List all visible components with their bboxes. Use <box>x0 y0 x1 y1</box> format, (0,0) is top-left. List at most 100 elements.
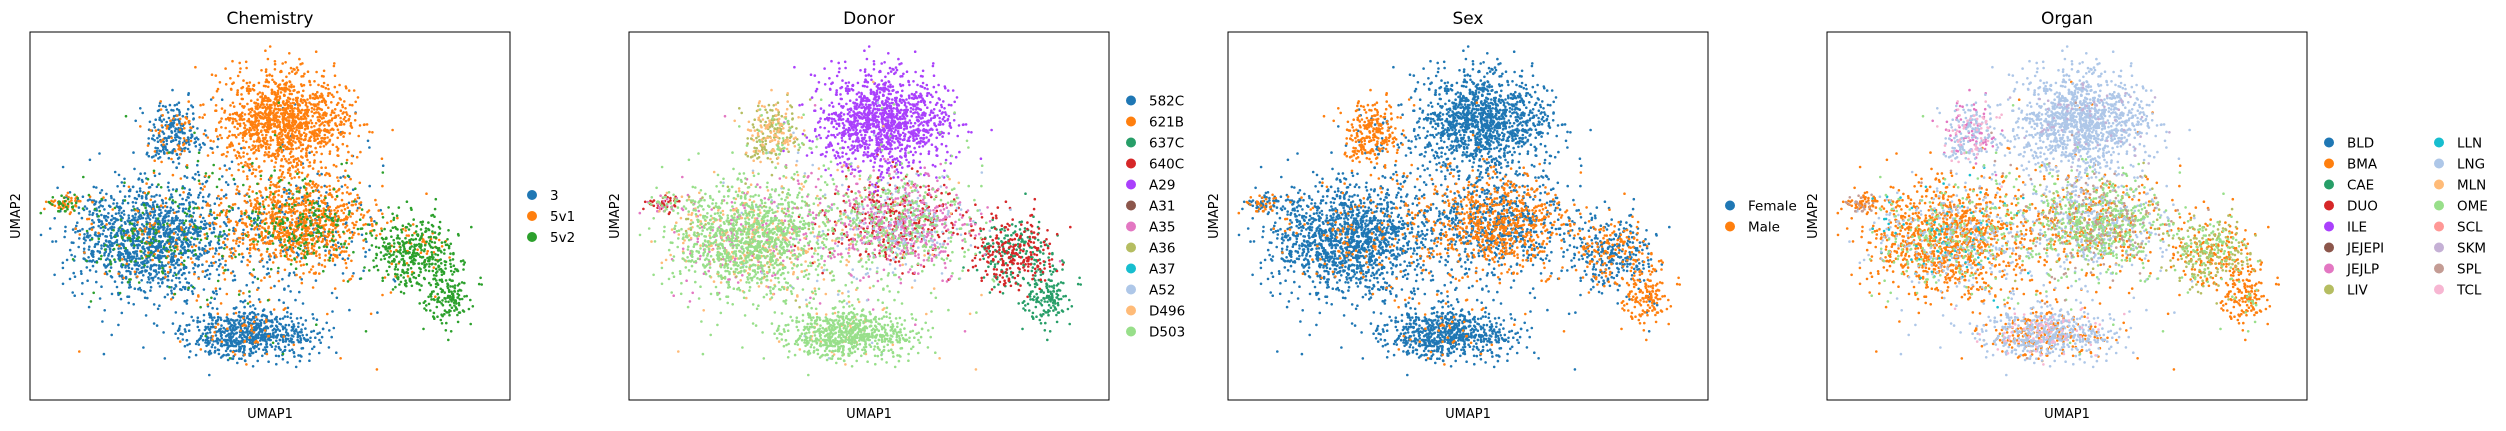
point <box>234 249 237 253</box>
point <box>230 174 234 177</box>
point <box>270 201 274 204</box>
point <box>278 329 282 333</box>
point <box>149 272 152 276</box>
point <box>342 135 345 138</box>
point <box>272 198 275 202</box>
point <box>350 259 353 263</box>
point <box>250 318 253 321</box>
point <box>249 305 252 308</box>
point <box>80 272 83 276</box>
point <box>285 119 289 122</box>
point <box>254 339 258 343</box>
point <box>269 154 273 158</box>
point <box>118 244 121 248</box>
point <box>275 190 278 193</box>
point <box>316 116 320 119</box>
point <box>167 189 171 192</box>
point <box>335 206 338 210</box>
point <box>175 166 178 170</box>
point <box>174 311 178 314</box>
point <box>78 229 82 232</box>
point <box>291 348 294 352</box>
point <box>260 122 264 126</box>
point <box>199 191 202 195</box>
point <box>147 248 151 252</box>
point <box>158 116 162 120</box>
point <box>286 87 289 91</box>
point <box>322 129 326 132</box>
point <box>284 134 287 137</box>
point <box>261 113 265 116</box>
point <box>245 331 249 334</box>
point <box>304 117 308 120</box>
point <box>220 188 223 192</box>
point <box>219 344 223 347</box>
point <box>246 231 250 234</box>
point <box>230 323 233 327</box>
point <box>85 207 89 210</box>
point <box>290 112 294 116</box>
point <box>220 126 223 129</box>
point <box>231 328 235 332</box>
point <box>359 150 362 154</box>
point <box>300 328 303 331</box>
point <box>258 224 262 228</box>
point <box>117 323 120 327</box>
point <box>166 111 170 114</box>
point <box>353 231 356 235</box>
point <box>393 279 397 283</box>
point <box>224 181 228 184</box>
point <box>161 217 165 221</box>
point <box>293 134 296 138</box>
point <box>281 204 284 207</box>
point <box>250 324 253 327</box>
point <box>196 255 200 258</box>
point <box>281 62 285 65</box>
point <box>215 292 218 296</box>
point <box>302 336 306 340</box>
point <box>267 272 271 275</box>
point <box>245 81 249 85</box>
point <box>65 258 69 262</box>
point <box>343 258 347 262</box>
point <box>172 274 175 278</box>
point <box>411 223 415 226</box>
point <box>337 154 340 157</box>
point <box>209 240 213 243</box>
point <box>232 344 236 348</box>
point <box>332 64 336 68</box>
point <box>225 338 229 342</box>
point <box>134 216 137 219</box>
point <box>53 273 56 277</box>
point <box>233 227 237 231</box>
point <box>295 197 299 200</box>
point <box>275 120 279 123</box>
point <box>163 234 166 238</box>
point <box>226 327 229 331</box>
point <box>342 222 345 226</box>
point <box>174 138 178 142</box>
point <box>292 343 296 347</box>
point <box>198 241 201 244</box>
point <box>329 253 333 257</box>
point <box>197 246 201 249</box>
point <box>240 260 243 263</box>
point <box>94 200 98 203</box>
point <box>299 163 303 166</box>
point <box>341 272 345 275</box>
point <box>269 190 272 194</box>
point <box>298 290 301 294</box>
point <box>288 114 292 118</box>
point <box>88 269 92 272</box>
point <box>286 133 290 137</box>
point <box>318 112 321 116</box>
point <box>232 247 236 250</box>
point <box>242 155 245 158</box>
point <box>264 217 268 220</box>
point <box>304 327 307 330</box>
point <box>264 49 267 52</box>
point <box>273 60 277 63</box>
point <box>175 225 179 229</box>
point <box>176 258 179 262</box>
point <box>149 129 152 132</box>
